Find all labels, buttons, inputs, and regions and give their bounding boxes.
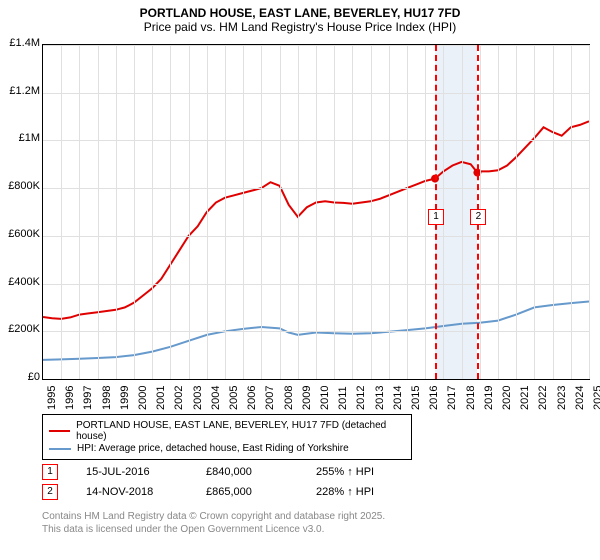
gridline-v: [334, 45, 335, 379]
gridline-v: [261, 45, 262, 379]
sales-row-1: 1 15-JUL-2016 £840,000 255% ↑ HPI: [42, 462, 436, 482]
x-tick-label: 2001: [155, 386, 167, 410]
x-tick-label: 2002: [173, 386, 185, 410]
x-tick-label: 2022: [537, 386, 549, 410]
x-tick-label: 2010: [319, 386, 331, 410]
gridline-v: [498, 45, 499, 379]
x-tick-label: 1995: [46, 386, 58, 410]
gridline-v: [407, 45, 408, 379]
y-tick-label: £800K: [2, 180, 40, 192]
x-tick-label: 2004: [210, 386, 222, 410]
x-tick-label: 2008: [283, 386, 295, 410]
sales-pct-1: 255% ↑ HPI: [316, 466, 436, 478]
y-tick-label: £600K: [2, 228, 40, 240]
gridline-v: [243, 45, 244, 379]
legend-swatch-price: [49, 430, 70, 432]
x-tick-label: 1997: [82, 386, 94, 410]
gridline-v: [79, 45, 80, 379]
x-tick-label: 2015: [410, 386, 422, 410]
gridline-v: [571, 45, 572, 379]
sales-price-2: £865,000: [206, 486, 316, 498]
title-block: PORTLAND HOUSE, EAST LANE, BEVERLEY, HU1…: [0, 0, 600, 34]
x-tick-label: 2019: [483, 386, 495, 410]
x-tick-label: 2016: [428, 386, 440, 410]
x-tick-label: 2007: [264, 386, 276, 410]
y-tick-label: £1M: [2, 132, 40, 144]
sales-marker-2: 2: [42, 484, 58, 500]
x-tick-label: 2011: [337, 386, 349, 410]
x-tick-label: 1996: [64, 386, 76, 410]
gridline-v: [425, 45, 426, 379]
x-tick-label: 2000: [137, 386, 149, 410]
gridline-v: [170, 45, 171, 379]
x-tick-label: 2024: [574, 386, 586, 410]
event-number-box: 1: [428, 209, 444, 225]
y-tick-label: £1.2M: [2, 85, 40, 97]
gridline-v: [389, 45, 390, 379]
gridline-v: [516, 45, 517, 379]
title-line1: PORTLAND HOUSE, EAST LANE, BEVERLEY, HU1…: [0, 6, 600, 20]
sales-pct-2: 228% ↑ HPI: [316, 486, 436, 498]
event-number-box: 2: [470, 209, 486, 225]
legend-label-price: PORTLAND HOUSE, EAST LANE, BEVERLEY, HU1…: [76, 420, 405, 442]
plot-area: 12: [42, 44, 590, 380]
gridline-v: [553, 45, 554, 379]
x-tick-label: 2009: [301, 386, 313, 410]
x-tick-label: 2014: [392, 386, 404, 410]
x-tick-label: 2018: [465, 386, 477, 410]
sales-table: 1 15-JUL-2016 £840,000 255% ↑ HPI 2 14-N…: [42, 462, 436, 502]
gridline-v: [316, 45, 317, 379]
gridline-v: [61, 45, 62, 379]
x-tick-label: 2012: [355, 386, 367, 410]
x-tick-label: 2023: [556, 386, 568, 410]
sales-row-2: 2 14-NOV-2018 £865,000 228% ↑ HPI: [42, 482, 436, 502]
sales-date-2: 14-NOV-2018: [86, 486, 206, 498]
x-tick-label: 2003: [192, 386, 204, 410]
x-tick-label: 2025: [592, 386, 600, 410]
y-tick-label: £400K: [2, 276, 40, 288]
chart-container: PORTLAND HOUSE, EAST LANE, BEVERLEY, HU1…: [0, 0, 600, 560]
y-tick-label: £200K: [2, 323, 40, 335]
sales-date-1: 15-JUL-2016: [86, 466, 206, 478]
footer-line2: This data is licensed under the Open Gov…: [42, 523, 385, 536]
gridline-v: [534, 45, 535, 379]
x-tick-label: 2017: [446, 386, 458, 410]
footer-line1: Contains HM Land Registry data © Crown c…: [42, 510, 385, 523]
gridline-v: [207, 45, 208, 379]
x-tick-label: 1998: [101, 386, 113, 410]
gridline-v: [189, 45, 190, 379]
gridline-v: [371, 45, 372, 379]
gridline-v: [589, 45, 590, 379]
legend-row-hpi: HPI: Average price, detached house, East…: [49, 443, 405, 454]
gridline-v: [134, 45, 135, 379]
gridline-v: [280, 45, 281, 379]
y-tick-label: £1.4M: [2, 37, 40, 49]
footer: Contains HM Land Registry data © Crown c…: [42, 510, 385, 536]
gridline-v: [116, 45, 117, 379]
x-tick-label: 2006: [246, 386, 258, 410]
gridline-v: [298, 45, 299, 379]
gridline-v: [352, 45, 353, 379]
gridline-v: [462, 45, 463, 379]
sales-price-1: £840,000: [206, 466, 316, 478]
x-tick-label: 2005: [228, 386, 240, 410]
title-line2: Price paid vs. HM Land Registry's House …: [0, 20, 600, 34]
legend-label-hpi: HPI: Average price, detached house, East…: [77, 443, 349, 454]
x-tick-label: 1999: [119, 386, 131, 410]
x-tick-label: 2020: [501, 386, 513, 410]
x-tick-label: 2013: [374, 386, 386, 410]
legend: PORTLAND HOUSE, EAST LANE, BEVERLEY, HU1…: [42, 414, 412, 460]
legend-row-price: PORTLAND HOUSE, EAST LANE, BEVERLEY, HU1…: [49, 420, 405, 442]
legend-swatch-hpi: [49, 448, 71, 450]
x-tick-label: 2021: [519, 386, 531, 410]
gridline-v: [98, 45, 99, 379]
gridline-v: [225, 45, 226, 379]
y-tick-label: £0: [2, 371, 40, 383]
gridline-v: [152, 45, 153, 379]
sales-marker-1: 1: [42, 464, 58, 480]
